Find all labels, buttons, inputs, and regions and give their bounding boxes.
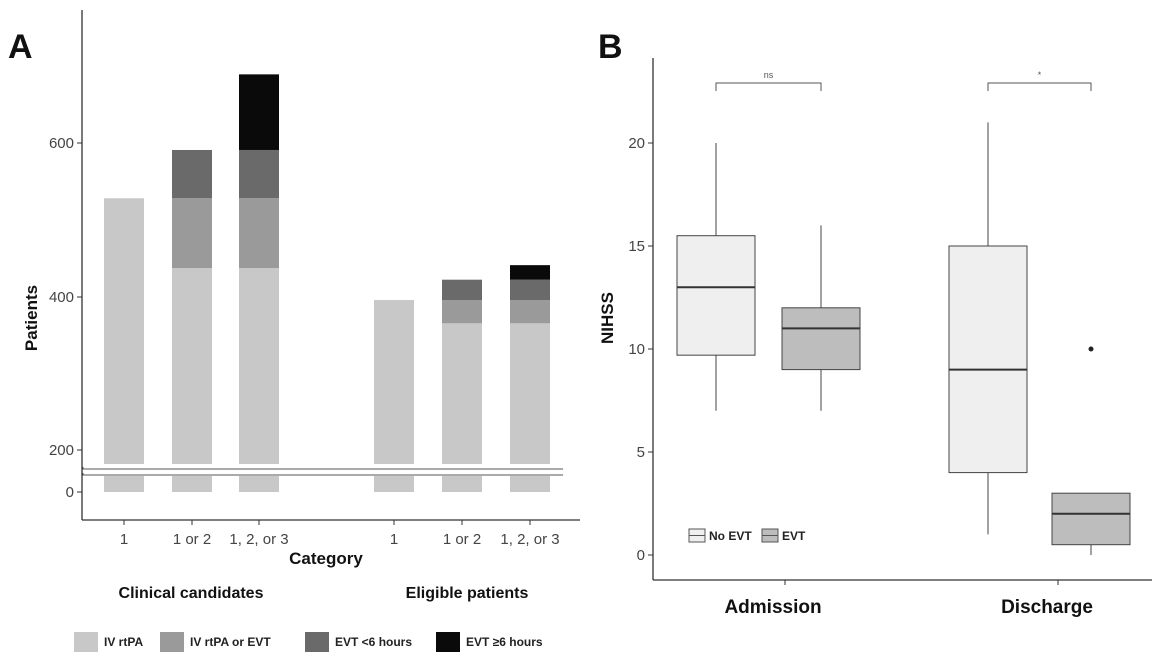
- box-outlier: [1088, 346, 1094, 352]
- panel-b-chart: B 0 5 10 15 20 ns * NIHSS Admission Discharge…: [598, 28, 1152, 618]
- category-label-admission: Admission: [724, 597, 821, 618]
- bar-segment: [239, 74, 279, 150]
- bar-segment: [510, 300, 550, 324]
- panel-b-axes: [652, 58, 1152, 581]
- legend-label: EVT <6 hours: [335, 635, 412, 649]
- bar-segment: [104, 198, 144, 492]
- bar-segment: [374, 300, 414, 492]
- panel-a-x-axis-title: Category: [289, 549, 363, 568]
- bar-segment: [239, 268, 279, 492]
- bar-segment: [510, 265, 550, 280]
- panel-b-letter: B: [598, 28, 623, 66]
- bar-segment: [172, 198, 212, 269]
- legend-label: No EVT: [709, 529, 752, 543]
- panel-b-legend: No EVT EVT: [688, 528, 806, 543]
- legend-label: IV rtPA: [104, 635, 143, 649]
- axis-break-line: [82, 467, 563, 470]
- box-iqr: [1051, 492, 1131, 546]
- panel-b-ticks: 0 5 10 15 20: [628, 135, 1059, 585]
- legend-label: IV rtPA or EVT: [190, 635, 271, 649]
- legend-label: EVT: [782, 529, 806, 543]
- group-label-clinical-candidates: Clinical candidates: [119, 585, 264, 602]
- panel-a-x-tick-label: 1 or 2: [173, 531, 211, 548]
- box-iqr: [676, 235, 756, 356]
- panel-a-letter: A: [8, 28, 33, 66]
- group-label-eligible-patients: Eligible patients: [406, 585, 529, 602]
- legend-swatch: [436, 632, 460, 652]
- panel-b-y-tick-label: 20: [628, 135, 645, 152]
- panel-b-y-tick-label: 0: [637, 547, 645, 564]
- legend-swatch: [74, 632, 98, 652]
- legend-swatch: [160, 632, 184, 652]
- panel-b-significance: ns *: [715, 70, 1092, 91]
- panel-a-y-tick-label: 600: [49, 135, 74, 152]
- panel-a-x-tick-labels: 1 1 or 2 1, 2, or 3 1 1 or 2 1, 2, or 3: [120, 520, 560, 548]
- panel-a-y-tick-label: 400: [49, 289, 74, 306]
- axis-break-mark: [82, 464, 567, 476]
- panel-a-x-tick-label: 1: [120, 531, 128, 548]
- panel-a-x-tick-label: 1 or 2: [443, 531, 481, 548]
- axis-break-band: [83, 464, 567, 476]
- box-plot: [1051, 346, 1131, 555]
- significance-label: *: [1038, 70, 1042, 80]
- bar-segment: [510, 323, 550, 492]
- bar-segment: [442, 323, 482, 492]
- box-plot: [781, 225, 861, 411]
- box-iqr: [781, 307, 861, 371]
- panel-b-boxes: [676, 122, 1131, 555]
- panel-a-y-axis-title: Patients: [22, 285, 41, 351]
- panel-a-y-tick-label: 200: [49, 442, 74, 459]
- category-label-discharge: Discharge: [1001, 597, 1093, 618]
- panel-a-x-tick-label: 1: [390, 531, 398, 548]
- bar-segment: [442, 300, 482, 324]
- panel-a-bars: [82, 74, 567, 492]
- panel-b-y-tick-label: 15: [628, 238, 645, 255]
- bar-segment: [442, 279, 482, 301]
- panel-a-x-tick-label: 1, 2, or 3: [229, 531, 288, 548]
- legend-label: EVT ≥6 hours: [466, 635, 543, 649]
- box-iqr: [948, 245, 1028, 474]
- legend-swatch: [305, 632, 329, 652]
- panel-a-y-tick-label: 0: [66, 484, 74, 501]
- panel-b-y-tick-label: 5: [637, 444, 645, 461]
- bar-segment: [510, 279, 550, 301]
- box-plot: [948, 122, 1028, 535]
- box-plot: [676, 143, 756, 411]
- panel-a-axes: [81, 10, 580, 521]
- panel-a-legend: IV rtPA IV rtPA or EVT EVT <6 hours EVT ≥6 …: [74, 632, 543, 652]
- significance-bracket: [715, 82, 822, 91]
- bar-segment: [172, 268, 212, 492]
- axis-break-line: [82, 473, 563, 476]
- panel-b-y-axis-title: NIHSS: [598, 292, 617, 344]
- bar-segment: [172, 149, 212, 199]
- panel-b-y-tick-label: 10: [628, 341, 645, 358]
- significance-label: ns: [764, 70, 774, 80]
- panel-a-ticks: 0 200 400 600: [49, 135, 82, 501]
- panel-a-chart: A 0 200 400 600 1 1 or 2 1, 2, or 3 1 1 or 2 1, …: [8, 10, 580, 652]
- bar-segment: [239, 149, 279, 199]
- significance-bracket: [987, 82, 1092, 91]
- bar-segment: [239, 198, 279, 269]
- panel-a-x-tick-label: 1, 2, or 3: [500, 531, 559, 548]
